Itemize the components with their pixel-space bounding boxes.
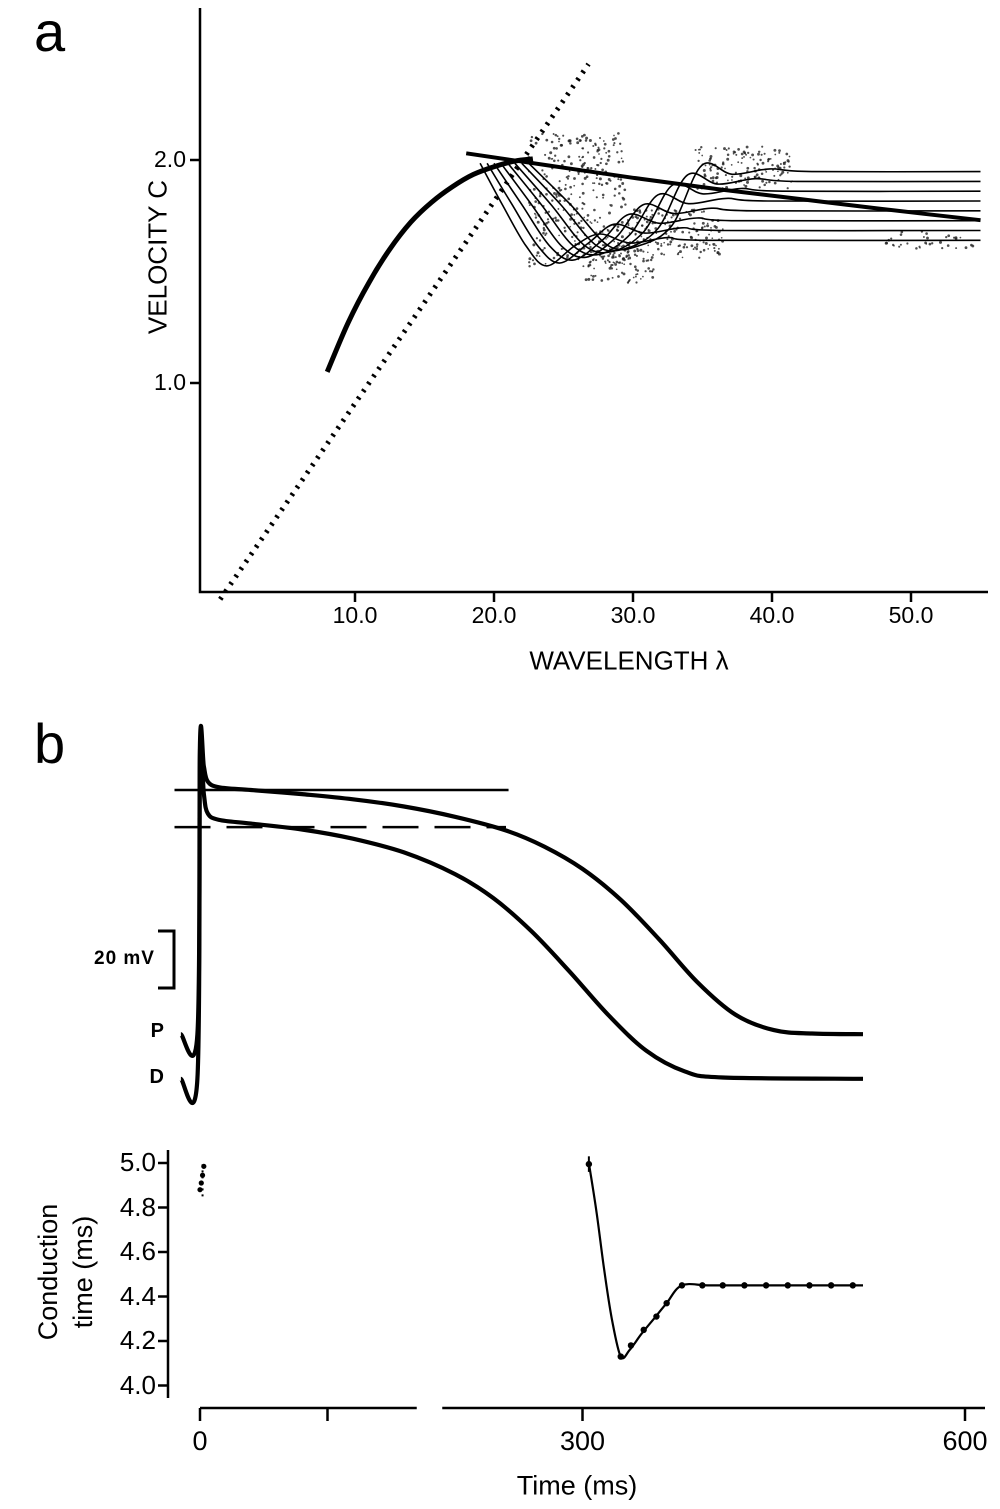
c-x-tick-2: 600 [942, 1426, 988, 1456]
c-y-tick-3: 4.4 [119, 1280, 156, 1311]
a-x-tick-4: 50.0 [888, 602, 934, 628]
a-x-tick-3: 40.0 [749, 602, 795, 628]
a-x-tick-2: 30.0 [610, 602, 656, 628]
conduction-axis-label-line1: Conduction [32, 1203, 63, 1341]
panel-b-conduction-plot [158, 1150, 985, 1421]
c-y-tick-2: 4.6 [119, 1236, 156, 1266]
c-x-tick-0: 0 [192, 1426, 208, 1456]
panel-b-action-potentials [158, 723, 864, 1105]
a-y-tick-1: 1.0 [154, 369, 186, 395]
conduction-axis-label-line2: time (ms) [68, 1215, 98, 1329]
panel-b-letter: b [34, 712, 66, 775]
a-x-tick-1: 20.0 [471, 602, 517, 628]
velocity-axis-label: VELOCITY C [142, 179, 173, 335]
c-y-tick-1: 4.8 [119, 1191, 156, 1222]
time-axis-label: Time (ms) [516, 1470, 638, 1501]
c-y-tick-0: 5.0 [119, 1147, 156, 1177]
proximal-trace-label: P [150, 1020, 164, 1042]
wavelength-axis-label: WAVELENGTH λ [529, 645, 729, 676]
panel-a-letter: a [34, 0, 66, 63]
c-y-tick-5: 4.0 [119, 1369, 156, 1400]
c-y-tick-4: 4.2 [119, 1325, 156, 1355]
c-x-tick-1: 300 [559, 1426, 606, 1456]
distal-trace-label: D [149, 1066, 164, 1088]
panel-a-plot [190, 8, 988, 602]
a-y-tick-0: 2.0 [154, 146, 186, 172]
scale-bar-label: 20 mV [94, 948, 155, 969]
conduction-axis-label: Conduction time (ms) [31, 1204, 101, 1341]
a-x-tick-0: 10.0 [332, 602, 378, 628]
